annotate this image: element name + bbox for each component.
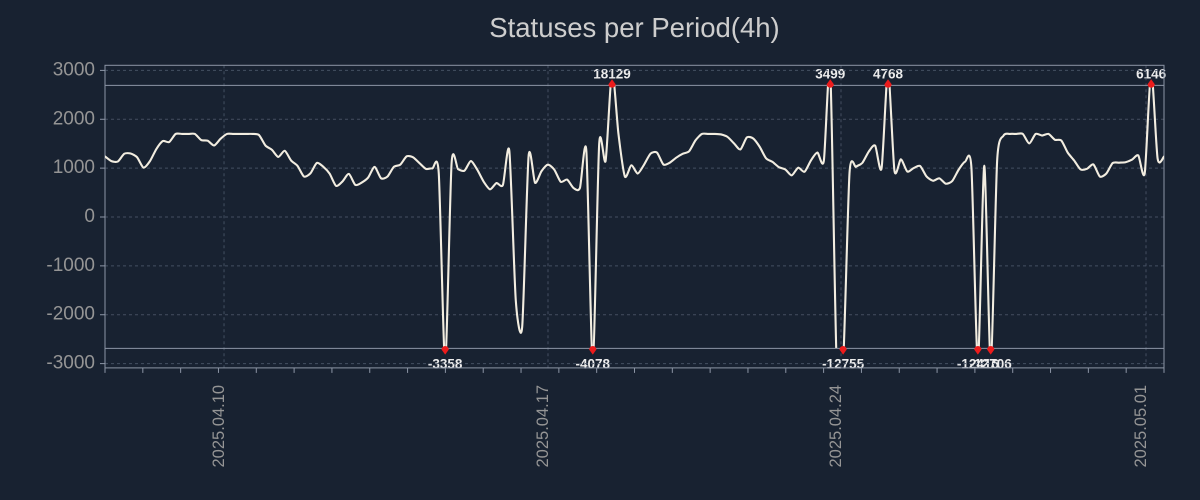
svg-text:2025.05.01: 2025.05.01 xyxy=(1132,385,1150,468)
svg-text:-2000: -2000 xyxy=(46,304,95,325)
svg-text:-1000: -1000 xyxy=(46,255,95,276)
svg-text:1000: 1000 xyxy=(53,157,95,178)
svg-text:18129: 18129 xyxy=(593,66,631,81)
svg-text:0: 0 xyxy=(84,206,95,227)
svg-text:3000: 3000 xyxy=(53,59,95,80)
svg-text:2025.04.10: 2025.04.10 xyxy=(210,385,228,468)
svg-text:4768: 4768 xyxy=(873,66,904,81)
svg-text:-3000: -3000 xyxy=(46,353,95,374)
svg-text:2025.04.17: 2025.04.17 xyxy=(534,385,552,468)
svg-text:6146: 6146 xyxy=(1136,66,1167,81)
svg-text:2025.04.24: 2025.04.24 xyxy=(827,385,845,468)
svg-text:2000: 2000 xyxy=(53,108,95,129)
